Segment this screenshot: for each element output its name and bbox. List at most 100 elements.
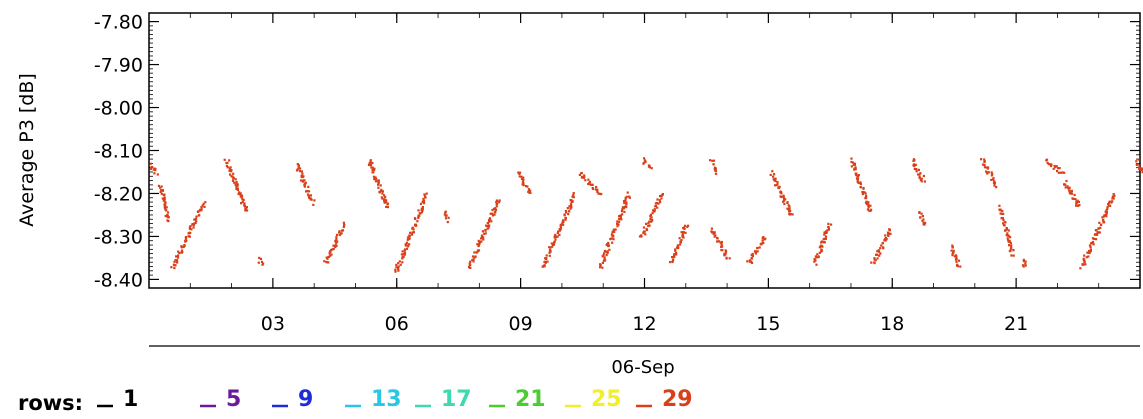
- data-point: [334, 240, 337, 243]
- data-point: [601, 261, 604, 264]
- data-point: [645, 222, 648, 225]
- data-point: [188, 227, 191, 230]
- data-point: [326, 257, 329, 260]
- data-point: [756, 250, 759, 253]
- data-point: [529, 189, 532, 192]
- data-point: [850, 165, 853, 168]
- data-point: [720, 245, 723, 248]
- data-point: [621, 208, 624, 211]
- data-point: [597, 192, 600, 195]
- data-point: [496, 202, 499, 205]
- data-point: [621, 213, 624, 216]
- data-point: [328, 250, 332, 253]
- data-point: [180, 249, 184, 252]
- data-point: [684, 224, 687, 227]
- data-point: [546, 260, 549, 263]
- data-point: [887, 234, 890, 237]
- data-point: [423, 202, 426, 205]
- data-point: [824, 230, 827, 233]
- data-point: [564, 217, 567, 220]
- data-point: [642, 231, 645, 234]
- data-point: [371, 166, 374, 169]
- data-point: [372, 168, 375, 171]
- data-point: [750, 257, 753, 260]
- data-point: [163, 198, 166, 201]
- data-point: [553, 235, 556, 238]
- data-point: [857, 174, 860, 177]
- data-point: [552, 243, 556, 246]
- data-point: [200, 205, 203, 209]
- data-point: [1089, 248, 1092, 251]
- data-point: [1061, 171, 1064, 174]
- data-point: [570, 204, 573, 207]
- data-point: [1064, 186, 1067, 189]
- data-point: [773, 179, 776, 182]
- data-point: [1094, 233, 1097, 236]
- data-point: [195, 217, 198, 220]
- data-point: [712, 163, 715, 166]
- data-point: [830, 223, 833, 226]
- data-point: [867, 204, 870, 207]
- data-point: [682, 226, 685, 229]
- data-point: [471, 255, 475, 258]
- data-point: [869, 204, 872, 207]
- data-point: [980, 158, 983, 161]
- legend-label: 9: [298, 387, 313, 412]
- data-point: [674, 248, 677, 251]
- data-point: [327, 261, 330, 264]
- data-point: [405, 247, 409, 250]
- data-points: [149, 157, 1143, 273]
- data-point: [621, 206, 624, 209]
- data-point: [714, 234, 717, 237]
- data-point: [643, 159, 647, 162]
- data-point: [412, 231, 415, 234]
- data-point: [583, 174, 586, 177]
- data-point: [564, 210, 567, 213]
- data-point: [572, 194, 575, 197]
- data-point: [1024, 260, 1027, 263]
- data-point: [882, 246, 885, 249]
- data-point: [654, 204, 657, 208]
- data-point: [235, 181, 238, 184]
- data-point: [851, 161, 855, 164]
- data-point: [613, 230, 616, 234]
- data-point: [645, 227, 648, 230]
- y-axis-title: Average P3 [dB]: [16, 73, 38, 227]
- data-point: [990, 174, 993, 177]
- data-point: [1057, 171, 1060, 174]
- data-point: [951, 244, 954, 247]
- data-point: [482, 238, 485, 241]
- data-point: [335, 236, 338, 239]
- data-point: [751, 252, 754, 255]
- data-point: [297, 164, 300, 168]
- data-point: [1095, 238, 1098, 241]
- data-point: [173, 260, 176, 263]
- data-point: [199, 208, 202, 211]
- data-point: [246, 209, 249, 212]
- data-point: [411, 226, 414, 229]
- data-point: [223, 158, 226, 161]
- data-point: [824, 237, 827, 240]
- data-point: [955, 256, 958, 259]
- data-point: [301, 179, 304, 182]
- data-point: [720, 243, 723, 246]
- data-point: [1006, 228, 1009, 231]
- data-point: [596, 188, 599, 191]
- data-point: [823, 231, 826, 234]
- data-point: [642, 226, 646, 229]
- data-point: [1007, 239, 1010, 242]
- data-point: [522, 184, 525, 187]
- data-point: [417, 215, 420, 219]
- data-point: [338, 230, 341, 233]
- data-point: [1135, 163, 1138, 166]
- data-point: [880, 244, 883, 247]
- data-point: [154, 169, 157, 172]
- data-point: [423, 193, 426, 196]
- data-point: [653, 208, 656, 211]
- data-point: [713, 235, 716, 238]
- data-point: [657, 202, 660, 205]
- data-point: [879, 247, 882, 250]
- data-point: [527, 188, 530, 191]
- data-point: [486, 225, 489, 228]
- data-point: [165, 206, 168, 209]
